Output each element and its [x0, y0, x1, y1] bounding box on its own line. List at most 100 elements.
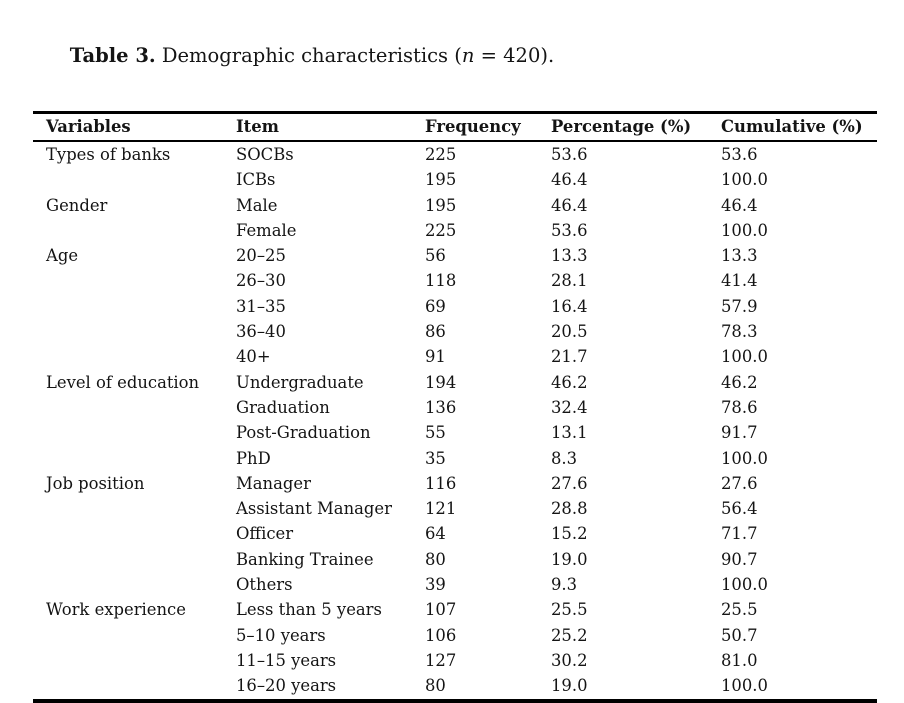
cumulative-cell: 46.2 — [721, 372, 758, 392]
variable-cell: Level of education — [46, 372, 200, 392]
percentage-cell: 53.6 — [551, 220, 588, 240]
item-cell: 31–35 — [236, 296, 286, 316]
frequency-cell: 86 — [425, 322, 446, 342]
frequency-cell: 127 — [425, 650, 457, 670]
item-cell: Female — [236, 220, 297, 240]
frequency-cell: 116 — [425, 473, 457, 493]
variable-cell: Work experience — [46, 600, 186, 620]
frequency-cell: 225 — [425, 145, 457, 164]
frequency-cell: 80 — [425, 676, 446, 696]
frequency-cell: 118 — [425, 271, 457, 291]
table-row: Work experience Less than 5 years 107 25.5 2… — [33, 597, 877, 622]
item-cell: Banking Trainee — [236, 549, 374, 569]
table-row: Post-Graduation 55 13.1 91.7 — [33, 420, 877, 445]
cumulative-cell: 27.6 — [721, 473, 758, 493]
table-header: Variables Item Frequency Percentage (%) … — [33, 112, 877, 142]
table-row: Gender Male 195 46.4 46.4 — [33, 193, 877, 218]
item-cell: 26–30 — [236, 271, 286, 291]
cumulative-cell: 91.7 — [721, 423, 758, 443]
cumulative-cell: 53.6 — [721, 145, 758, 164]
column-header-variables: Variables — [33, 112, 236, 142]
percentage-cell: 13.3 — [551, 246, 588, 266]
table-row: Assistant Manager 121 28.8 56.4 — [33, 496, 877, 521]
table-row: Female 225 53.6 100.0 — [33, 218, 877, 243]
cumulative-cell: 78.6 — [721, 397, 758, 417]
table-caption-text: Demographic characteristics ( — [155, 44, 462, 67]
frequency-cell: 56 — [425, 246, 446, 266]
item-cell: PhD — [236, 448, 271, 468]
cumulative-cell: 71.7 — [721, 524, 758, 544]
frequency-cell: 195 — [425, 195, 457, 215]
table-caption-sample-size: = 420). — [474, 44, 555, 67]
table-row: 31–35 69 16.4 57.9 — [33, 294, 877, 319]
cumulative-cell: 100.0 — [721, 676, 768, 696]
cumulative-cell: 50.7 — [721, 625, 758, 645]
percentage-cell: 46.4 — [551, 195, 588, 215]
percentage-cell: 16.4 — [551, 296, 588, 316]
frequency-cell: 91 — [425, 347, 446, 367]
cumulative-cell: 56.4 — [721, 499, 758, 519]
table-body: Types of banks SOCBs 225 53.6 53.6 ICBs 195 46.… — [33, 141, 877, 701]
cumulative-cell: 25.5 — [721, 600, 758, 620]
item-cell: Male — [236, 195, 278, 215]
header-row: Variables Item Frequency Percentage (%) … — [33, 112, 877, 142]
frequency-cell: 80 — [425, 549, 446, 569]
cumulative-cell: 41.4 — [721, 271, 758, 291]
frequency-cell: 35 — [425, 448, 446, 468]
cumulative-cell: 100.0 — [721, 220, 768, 240]
item-cell: Assistant Manager — [236, 499, 392, 519]
percentage-cell: 25.2 — [551, 625, 588, 645]
cumulative-cell: 90.7 — [721, 549, 758, 569]
item-cell: SOCBs — [236, 145, 294, 164]
item-cell: ICBs — [236, 170, 276, 190]
item-cell: Manager — [236, 473, 311, 493]
percentage-cell: 19.0 — [551, 549, 588, 569]
table-row: 36–40 86 20.5 78.3 — [33, 319, 877, 344]
frequency-cell: 136 — [425, 397, 457, 417]
item-cell: 40+ — [236, 347, 271, 367]
cumulative-cell: 81.0 — [721, 650, 758, 670]
table-row: 11–15 years 127 30.2 81.0 — [33, 648, 877, 673]
item-cell: 11–15 years — [236, 650, 337, 670]
percentage-cell: 46.2 — [551, 372, 588, 392]
column-header-percentage: Percentage (%) — [551, 112, 721, 142]
item-cell: 16–20 years — [236, 676, 337, 696]
percentage-cell: 53.6 — [551, 145, 588, 164]
frequency-cell: 121 — [425, 499, 457, 519]
variable-cell: Gender — [46, 195, 108, 215]
table-row: PhD 35 8.3 100.0 — [33, 446, 877, 471]
item-cell: 5–10 years — [236, 625, 326, 645]
item-cell: 36–40 — [236, 322, 286, 342]
demographics-table: Variables Item Frequency Percentage (%) … — [33, 111, 877, 703]
frequency-cell: 195 — [425, 170, 457, 190]
frequency-cell: 194 — [425, 372, 457, 392]
percentage-cell: 8.3 — [551, 448, 578, 468]
item-cell: Less than 5 years — [236, 600, 382, 620]
table-row: Job position Manager 116 27.6 27.6 — [33, 471, 877, 496]
cumulative-cell: 78.3 — [721, 322, 758, 342]
variable-cell: Types of banks — [46, 145, 171, 164]
cumulative-cell: 100.0 — [721, 347, 768, 367]
item-cell: Others — [236, 575, 293, 595]
table-row: Graduation 136 32.4 78.6 — [33, 395, 877, 420]
frequency-cell: 55 — [425, 423, 446, 443]
percentage-cell: 28.8 — [551, 499, 588, 519]
item-cell: 20–25 — [236, 246, 286, 266]
cumulative-cell: 13.3 — [721, 246, 758, 266]
table-row: ICBs 195 46.4 100.0 — [33, 167, 877, 192]
cumulative-cell: 100.0 — [721, 448, 768, 468]
table-row: Banking Trainee 80 19.0 90.7 — [33, 547, 877, 572]
frequency-cell: 225 — [425, 220, 457, 240]
column-header-item: Item — [236, 112, 425, 142]
table-row: Age 20–25 56 13.3 13.3 — [33, 243, 877, 268]
item-cell: Graduation — [236, 397, 330, 417]
percentage-cell: 20.5 — [551, 322, 588, 342]
column-header-frequency: Frequency — [425, 112, 551, 142]
percentage-cell: 13.1 — [551, 423, 588, 443]
frequency-cell: 107 — [425, 600, 457, 620]
item-cell: Undergraduate — [236, 372, 364, 392]
frequency-cell: 64 — [425, 524, 446, 544]
item-cell: Post-Graduation — [236, 423, 371, 443]
column-header-cumulative: Cumulative (%) — [721, 112, 877, 142]
